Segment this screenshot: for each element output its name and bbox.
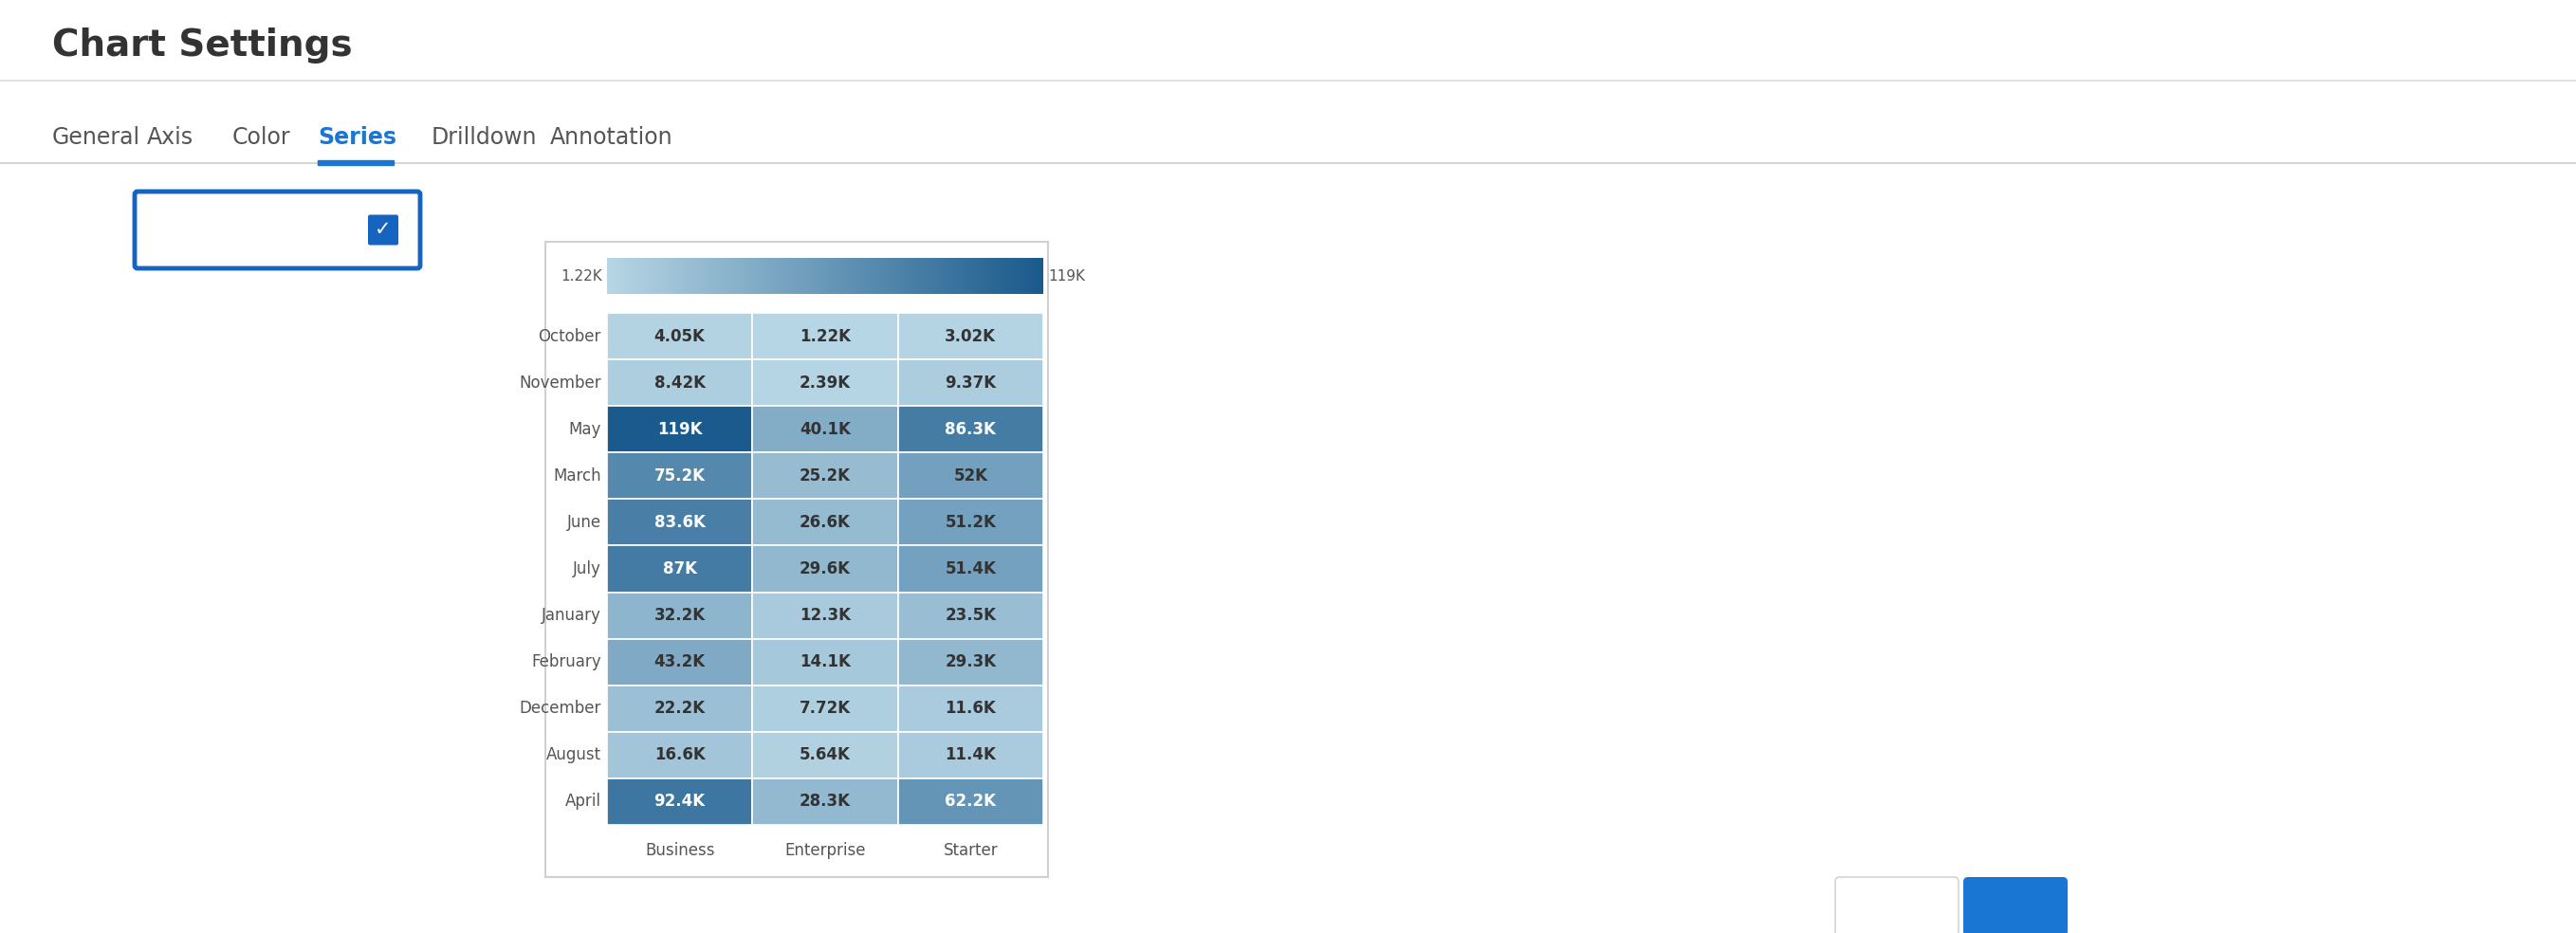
Bar xyxy=(899,453,1043,499)
Text: 22.2K: 22.2K xyxy=(654,700,706,717)
Text: Starter: Starter xyxy=(943,842,997,859)
Bar xyxy=(752,546,899,592)
Text: April: April xyxy=(564,793,600,810)
Bar xyxy=(899,499,1043,546)
Text: Enterprise: Enterprise xyxy=(786,842,866,859)
Text: 5.64K: 5.64K xyxy=(799,746,850,763)
Text: 28.3K: 28.3K xyxy=(799,793,850,810)
Text: 40.1K: 40.1K xyxy=(799,421,850,438)
Bar xyxy=(752,453,899,499)
Text: Business: Business xyxy=(644,842,714,859)
Bar xyxy=(608,359,752,406)
Text: 43.2K: 43.2K xyxy=(654,653,706,671)
Text: Series: Series xyxy=(317,126,397,149)
Text: March: March xyxy=(554,467,600,484)
Text: 1.22K: 1.22K xyxy=(562,269,603,283)
Text: 12.3K: 12.3K xyxy=(799,606,850,624)
Text: 119K: 119K xyxy=(657,421,703,438)
Bar xyxy=(752,359,899,406)
Bar xyxy=(608,546,752,592)
Text: 16.6K: 16.6K xyxy=(654,746,706,763)
Bar xyxy=(752,731,899,778)
Text: 62.2K: 62.2K xyxy=(945,793,997,810)
Bar xyxy=(752,778,899,825)
Bar xyxy=(752,592,899,639)
Bar xyxy=(899,546,1043,592)
Text: 25.2K: 25.2K xyxy=(799,467,850,484)
Text: June: June xyxy=(567,514,600,531)
Bar xyxy=(899,639,1043,685)
Text: Value labels: Value labels xyxy=(157,220,301,240)
Text: 29.6K: 29.6K xyxy=(799,561,850,578)
Text: July: July xyxy=(572,561,600,578)
Text: 32.2K: 32.2K xyxy=(654,606,706,624)
Text: Done: Done xyxy=(1986,897,2045,916)
Text: 9.37K: 9.37K xyxy=(945,374,997,391)
Bar xyxy=(899,592,1043,639)
Text: 51.2K: 51.2K xyxy=(945,514,997,531)
Text: 8.42K: 8.42K xyxy=(654,374,706,391)
Text: 86.3K: 86.3K xyxy=(945,421,997,438)
Bar xyxy=(899,313,1043,359)
Bar xyxy=(899,406,1043,453)
Bar xyxy=(752,499,899,546)
Bar xyxy=(752,313,899,359)
Text: 14.1K: 14.1K xyxy=(799,653,850,671)
Text: Chart Settings: Chart Settings xyxy=(52,27,353,63)
Text: 83.6K: 83.6K xyxy=(654,514,706,531)
Text: 11.6K: 11.6K xyxy=(945,700,997,717)
Text: 92.4K: 92.4K xyxy=(654,793,706,810)
Bar xyxy=(608,731,752,778)
Text: May: May xyxy=(569,421,600,438)
Bar xyxy=(899,778,1043,825)
Text: August: August xyxy=(546,746,600,763)
FancyBboxPatch shape xyxy=(134,191,420,269)
FancyBboxPatch shape xyxy=(1834,877,1958,933)
Text: November: November xyxy=(520,374,600,391)
Text: Drilldown: Drilldown xyxy=(433,126,538,149)
Text: 4.05K: 4.05K xyxy=(654,327,706,344)
Text: Cancel: Cancel xyxy=(1862,897,1929,916)
Text: ✓: ✓ xyxy=(376,220,392,240)
Text: 26.6K: 26.6K xyxy=(799,514,850,531)
Text: 11.4K: 11.4K xyxy=(945,746,997,763)
Bar xyxy=(899,359,1043,406)
Bar xyxy=(752,406,899,453)
Text: January: January xyxy=(541,606,600,624)
Bar xyxy=(608,406,752,453)
Bar xyxy=(608,453,752,499)
Text: 75.2K: 75.2K xyxy=(654,467,706,484)
Text: 51.4K: 51.4K xyxy=(945,561,997,578)
FancyBboxPatch shape xyxy=(368,215,399,245)
Text: 87K: 87K xyxy=(662,561,696,578)
Bar xyxy=(608,639,752,685)
Text: 1.22K: 1.22K xyxy=(799,327,850,344)
Bar xyxy=(317,160,394,165)
Text: Color: Color xyxy=(232,126,291,149)
Text: 119K: 119K xyxy=(1048,269,1084,283)
Bar xyxy=(899,731,1043,778)
Text: General: General xyxy=(52,126,142,149)
Bar xyxy=(608,499,752,546)
Text: October: October xyxy=(538,327,600,344)
Text: 29.3K: 29.3K xyxy=(945,653,997,671)
Bar xyxy=(608,778,752,825)
FancyBboxPatch shape xyxy=(1963,877,2069,933)
Text: Annotation: Annotation xyxy=(551,126,672,149)
Text: Axis: Axis xyxy=(147,126,193,149)
Text: 23.5K: 23.5K xyxy=(945,606,997,624)
Text: 52K: 52K xyxy=(953,467,987,484)
Bar xyxy=(752,639,899,685)
Text: 2.39K: 2.39K xyxy=(799,374,850,391)
Bar xyxy=(608,313,752,359)
Text: February: February xyxy=(531,653,600,671)
Bar xyxy=(608,685,752,731)
Bar xyxy=(608,592,752,639)
Bar xyxy=(546,242,1048,877)
Text: December: December xyxy=(520,700,600,717)
Bar xyxy=(752,685,899,731)
Text: 7.72K: 7.72K xyxy=(799,700,850,717)
Text: 3.02K: 3.02K xyxy=(945,327,997,344)
Bar xyxy=(899,685,1043,731)
